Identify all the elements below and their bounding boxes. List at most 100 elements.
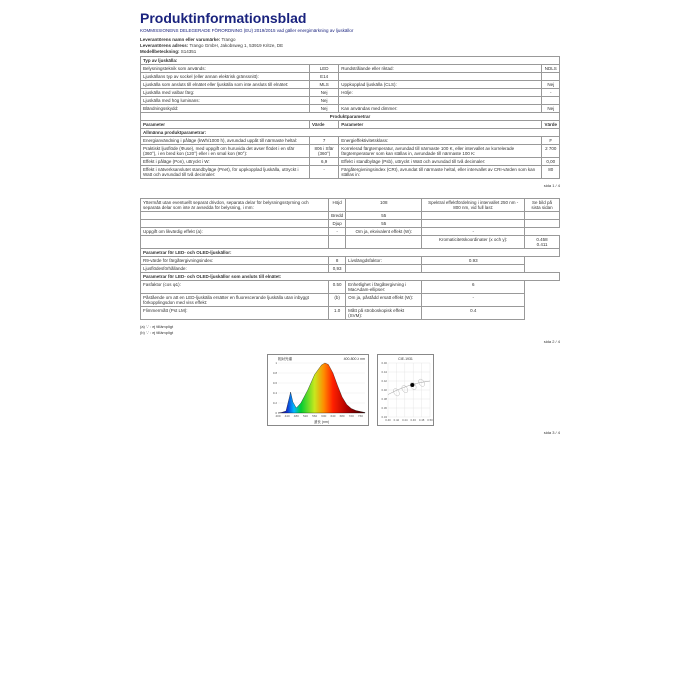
svg-text:0.42: 0.42 bbox=[393, 418, 399, 422]
table-cell bbox=[339, 97, 542, 105]
table-cell bbox=[141, 236, 329, 249]
table-cell: Spektral effektfördelning i intervallet … bbox=[422, 199, 525, 212]
mains-header: Parametrar för LED- och OLED-ljuskällor … bbox=[141, 273, 560, 281]
table-cell: Bredd bbox=[329, 212, 346, 220]
table-cell: 55 bbox=[346, 220, 422, 228]
table-cell: Ljuskällans typ av sockel (eller annan e… bbox=[141, 73, 310, 81]
table-cell: Påstående om att en LED-ljuskälla ersätt… bbox=[141, 294, 329, 307]
table-cell bbox=[141, 220, 329, 228]
svg-text:640: 640 bbox=[330, 414, 335, 418]
table-cell: 1.0 bbox=[329, 307, 346, 320]
table-cell: Livslängdsfaktor: bbox=[346, 257, 422, 265]
table-cell: 6,9 bbox=[310, 158, 339, 166]
table-cell bbox=[525, 212, 560, 220]
intro-text: KOMMISSIONENS DELEGERADE FÖRORDNING (EU)… bbox=[140, 28, 560, 33]
table-cell bbox=[346, 265, 422, 273]
table-cell: Korrelerad färgtemperatur, avrundad till… bbox=[339, 145, 542, 158]
table-cell: Ljuskälla som ansluts till elnätet eller… bbox=[141, 81, 310, 89]
table-cell: Praktiskt ljusflöde (Φuse), med uppgift … bbox=[141, 145, 310, 158]
table-page2: Yttermått utan eventuellt separat drivdo… bbox=[140, 198, 560, 320]
table-cell: Om ja, ekvivalent effekt (W): bbox=[346, 228, 422, 236]
svg-text:0.34: 0.34 bbox=[381, 415, 387, 419]
svg-text:400-800 λ nm: 400-800 λ nm bbox=[343, 357, 364, 361]
table-cell: Höjd bbox=[329, 199, 346, 212]
table-cell: NDLS bbox=[542, 65, 560, 73]
svg-text:0.38: 0.38 bbox=[381, 397, 387, 401]
page2-num: sida 2 / 4 bbox=[140, 339, 560, 344]
table-cell: 6 bbox=[422, 281, 525, 294]
table-cell bbox=[422, 212, 525, 220]
table-cell: - bbox=[329, 228, 346, 236]
table-cell: - bbox=[422, 228, 525, 236]
table-cell: Yttermått utan eventuellt separat drivdo… bbox=[141, 199, 329, 212]
col-param1: Parameter bbox=[141, 121, 310, 129]
svg-text:720: 720 bbox=[348, 414, 353, 418]
table-cell: 0,00 bbox=[542, 158, 560, 166]
supplier-line: Leverantörens namn eller varumärke: Tran… bbox=[140, 37, 560, 42]
col-val1: Värde bbox=[310, 121, 339, 129]
table-cell: F bbox=[542, 137, 560, 145]
table-cell: Nej bbox=[310, 97, 339, 105]
table-cell: 806 i Sfär (360°) bbox=[310, 145, 339, 158]
table-cell: (b) bbox=[329, 294, 346, 307]
general-header: Allmänna produktparametrar: bbox=[141, 129, 560, 137]
svg-text:560: 560 bbox=[312, 414, 317, 418]
table-cell bbox=[542, 97, 560, 105]
table-cell: Effekt i påläge (Pon), uttryckt i W: bbox=[141, 158, 310, 166]
table-cell: Kromaticitetskoordinater (x och y): bbox=[422, 236, 525, 249]
table-cell: 0.458 0.411 bbox=[525, 236, 560, 249]
model-label: Modellbeteckning: bbox=[140, 49, 180, 54]
svg-text:440: 440 bbox=[284, 414, 289, 418]
table-cell: Effekt i standbyläge (Psb), uttryckt i W… bbox=[339, 158, 542, 166]
svg-text:0.48: 0.48 bbox=[418, 418, 424, 422]
table-cell: 0,93 bbox=[329, 265, 346, 273]
table-cell bbox=[141, 212, 329, 220]
table-cell: Energieffektivitetsklass: bbox=[339, 137, 542, 145]
table-cell: 0.50 bbox=[329, 281, 346, 294]
table-cell: 0.93 bbox=[422, 257, 525, 265]
svg-text:0.2: 0.2 bbox=[272, 401, 277, 405]
svg-text:400: 400 bbox=[275, 414, 280, 418]
table-cell: Kan användas med dimmer: bbox=[339, 105, 542, 113]
svg-text:0.44: 0.44 bbox=[381, 370, 387, 374]
table-cell: Nej bbox=[310, 105, 339, 113]
col-val2: Värde bbox=[542, 121, 560, 129]
address-label: Leverantörens adress: bbox=[140, 43, 188, 48]
table-cell: 2 700 bbox=[542, 145, 560, 158]
footnote-b: (b) '-' : ej tillämpligt bbox=[140, 330, 560, 335]
model-line: Modellbeteckning: S14351 bbox=[140, 49, 560, 54]
table-cell: Belysningsteknik som används: bbox=[141, 65, 310, 73]
svg-text:波长 (nm): 波长 (nm) bbox=[313, 419, 328, 424]
doc-title: Produktinformationsblad bbox=[140, 10, 560, 26]
svg-text:0.42: 0.42 bbox=[381, 379, 387, 383]
table-cell: Nej bbox=[310, 89, 339, 97]
table-cell: Mått på stroboskopisk effekt (SVM): bbox=[346, 307, 422, 320]
table-cell: 8 bbox=[329, 257, 346, 265]
svg-text:0.6: 0.6 bbox=[272, 381, 277, 385]
table-cell bbox=[422, 265, 525, 273]
table-cell: Fasfaktor (cos φ1): bbox=[141, 281, 329, 294]
table-cell: Uppkopplad ljuskälla (CLS): bbox=[339, 81, 542, 89]
table-cell: 108 bbox=[346, 199, 422, 212]
table-cell: Om ja, påstådd ersatt effekt (W): bbox=[346, 294, 422, 307]
svg-text:0.4: 0.4 bbox=[272, 391, 277, 395]
table-cell: Nej bbox=[542, 105, 560, 113]
table-cell: Rundstrålande eller riktad: bbox=[339, 65, 542, 73]
supplier-label: Leverantörens namn eller varumärke: bbox=[140, 37, 220, 42]
svg-text:0.44: 0.44 bbox=[402, 418, 408, 422]
page1-num: sida 1 / 4 bbox=[140, 183, 560, 188]
table-cell: Effekt i nätverksanslutet standbyläge (P… bbox=[141, 166, 310, 179]
col-param2: Parameter bbox=[339, 121, 542, 129]
address-value: Trango GmbH, Jakobsweg 1, 53919 Kritze, … bbox=[189, 43, 283, 48]
table-cell: E14 bbox=[310, 73, 339, 81]
table-cell: Enhetlighet i färgåtergivning i MacAdam-… bbox=[346, 281, 422, 294]
table-cell: R9-värde för färgåtergivningsindex: bbox=[141, 257, 329, 265]
table-cell: 7 bbox=[310, 137, 339, 145]
table-cell: Se bild på sista sidan bbox=[525, 199, 560, 212]
table-cell bbox=[542, 73, 560, 81]
table-cell: Ljuskälla med valbar färg: bbox=[141, 89, 310, 97]
table-cell bbox=[422, 220, 525, 228]
svg-text:0.50: 0.50 bbox=[427, 418, 433, 422]
chroma-figure: 0.400.420.440.460.480.500.340.360.380.40… bbox=[377, 354, 434, 426]
table-cell: Hölje: bbox=[339, 89, 542, 97]
